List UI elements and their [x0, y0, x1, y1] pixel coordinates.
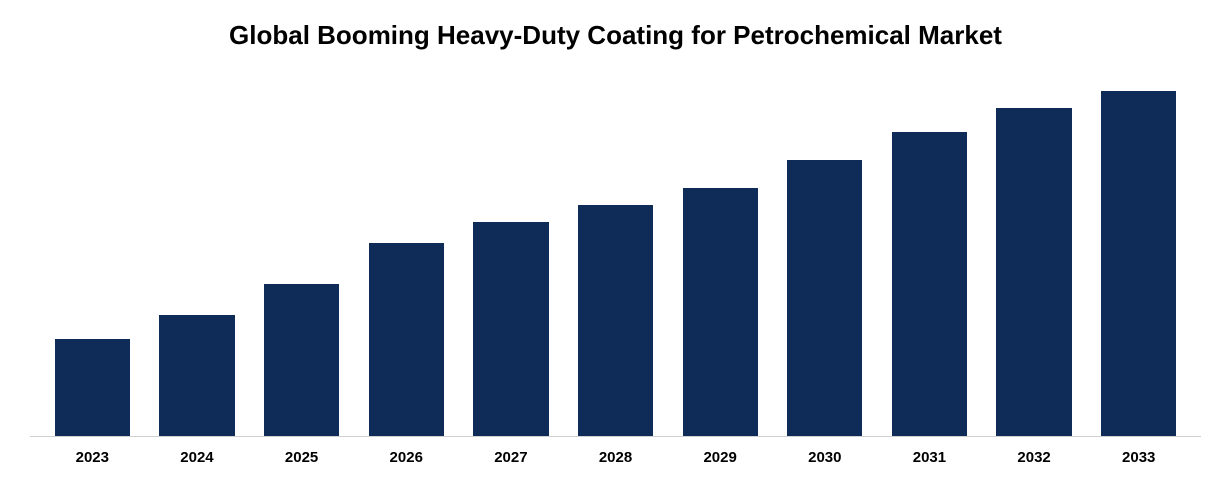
bar [473, 222, 548, 436]
chart-title: Global Booming Heavy-Duty Coating for Pe… [30, 20, 1201, 51]
bar [787, 160, 862, 436]
bar [578, 205, 653, 436]
bar-group [563, 91, 668, 436]
x-axis-label: 2030 [772, 449, 877, 466]
bar [55, 339, 130, 436]
bar-group [877, 91, 982, 436]
x-axis-label: 2033 [1086, 449, 1191, 466]
x-axis-label: 2032 [982, 449, 1087, 466]
bar [159, 315, 234, 436]
bar [996, 108, 1071, 436]
bar-group [145, 91, 250, 436]
bar [1101, 91, 1176, 436]
x-axis-label: 2027 [459, 449, 564, 466]
bar-group [459, 91, 564, 436]
chart-container: Global Booming Heavy-Duty Coating for Pe… [0, 0, 1231, 503]
x-axis-label: 2028 [563, 449, 668, 466]
x-axis-label: 2024 [145, 449, 250, 466]
plot-area [30, 91, 1201, 437]
x-axis-label: 2026 [354, 449, 459, 466]
bar [369, 243, 444, 436]
x-axis-label: 2023 [40, 449, 145, 466]
x-axis-label: 2025 [249, 449, 354, 466]
bar-group [982, 91, 1087, 436]
bar-group [772, 91, 877, 436]
bar-group [249, 91, 354, 436]
bar [264, 284, 339, 436]
bar-group [354, 91, 459, 436]
bar-group [668, 91, 773, 436]
x-axis-label: 2029 [668, 449, 773, 466]
bar [892, 132, 967, 436]
x-axis-labels: 2023202420252026202720282029203020312032… [30, 437, 1201, 466]
bar [683, 188, 758, 436]
bar-group [1086, 91, 1191, 436]
x-axis-label: 2031 [877, 449, 982, 466]
bar-group [40, 91, 145, 436]
